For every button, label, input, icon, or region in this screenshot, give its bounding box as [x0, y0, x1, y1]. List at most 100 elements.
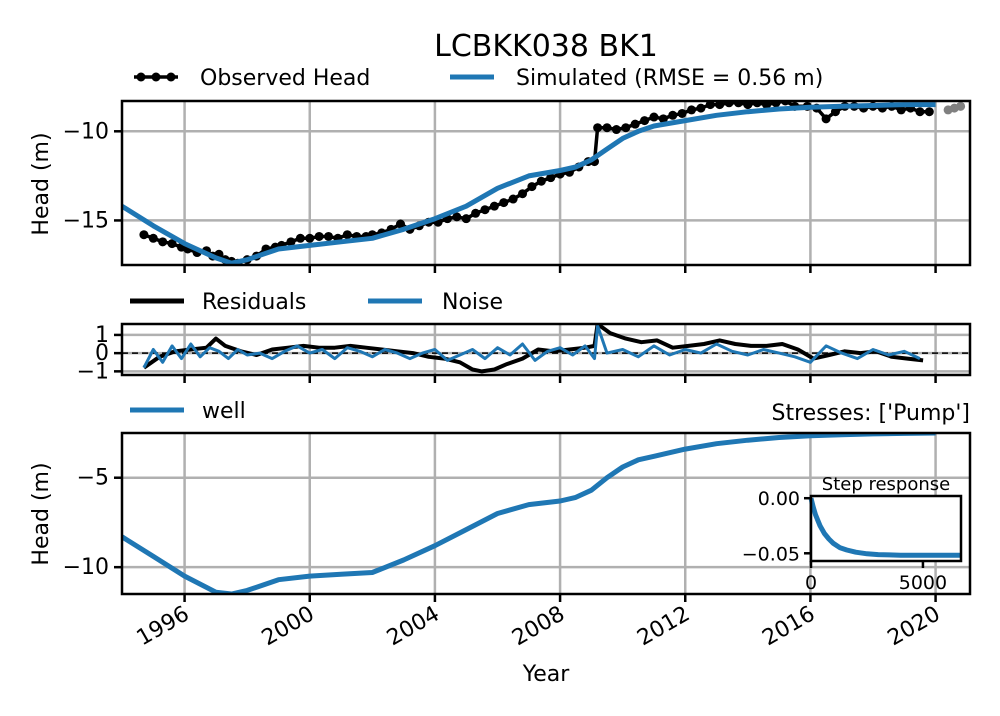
- head-legend: Observed Head Simulated (RMSE = 0.56 m): [134, 66, 823, 91]
- panel-frame: [120, 431, 972, 596]
- observed-point: [489, 201, 499, 211]
- x-axis-label: Year: [522, 662, 571, 687]
- observed-point: [658, 114, 668, 124]
- inset-y-tick-label: −0.05: [742, 543, 800, 565]
- residuals-series: [142, 324, 924, 374]
- legend-noise-label: Noise: [442, 290, 503, 315]
- observed-point: [687, 105, 697, 115]
- observed-point: [630, 119, 640, 129]
- observed-point: [508, 194, 518, 204]
- legend-residuals-label: Residuals: [202, 290, 306, 315]
- observed-point: [593, 123, 603, 133]
- observed-point: [696, 103, 706, 113]
- simulated-series: [122, 102, 936, 265]
- legend-observed-label: Observed Head: [200, 66, 370, 91]
- observed-point: [821, 114, 831, 124]
- noise-series: [142, 324, 921, 369]
- x-tick-label: 2004: [383, 602, 444, 652]
- observed-point: [295, 233, 305, 243]
- inset-background: [811, 496, 961, 561]
- contribution-legend: well: [130, 399, 246, 424]
- plot-area: [122, 433, 970, 594]
- observed-point: [668, 110, 678, 120]
- observed-point: [705, 101, 715, 110]
- y-tick-label: 1: [95, 323, 109, 348]
- observed-point: [395, 219, 405, 229]
- legend-observed-marker: [151, 72, 161, 82]
- observed-point: [546, 173, 556, 183]
- observed-point: [139, 230, 149, 240]
- y-tick-label: −1: [77, 359, 109, 384]
- y-tick-label: −15: [63, 208, 109, 233]
- observed-point: [621, 123, 631, 133]
- observed-point: [314, 231, 324, 241]
- inset-title: Step response: [822, 474, 950, 495]
- inset-y-tick-label: 0.00: [758, 488, 800, 510]
- observed-point: [771, 101, 781, 108]
- observed-point: [342, 230, 352, 240]
- observed-point: [830, 107, 840, 117]
- observed-point: [602, 123, 612, 133]
- observed-point: [167, 239, 177, 249]
- legend-observed-marker: [136, 72, 146, 82]
- observed-point: [649, 112, 659, 122]
- residuals-panel: Residuals Noise 10−1: [77, 290, 972, 384]
- y-tick-label: −10: [63, 119, 109, 144]
- inset-frame: [809, 494, 963, 563]
- y-tick-label: −10: [63, 555, 109, 580]
- plot-area: [122, 324, 970, 375]
- observed-point: [915, 107, 925, 117]
- panel-frame: [120, 322, 972, 377]
- observed-point: [536, 176, 546, 186]
- panel-frame: [120, 99, 972, 267]
- observed-point: [762, 101, 772, 110]
- observed-point: [480, 205, 490, 215]
- observed-point: [286, 237, 296, 247]
- observed-point: [752, 101, 762, 108]
- contribution-ylabel: Head (m): [29, 462, 54, 565]
- x-tick-label: 2016: [758, 602, 819, 652]
- observed-point: [924, 107, 934, 117]
- legend-simulated-label: Simulated (RMSE = 0.56 m): [516, 66, 823, 91]
- observed-point: [640, 116, 650, 126]
- plot-area: [122, 101, 970, 265]
- observed-point: [956, 101, 966, 111]
- observed-point: [896, 105, 906, 115]
- x-tick-label: 2020: [884, 602, 945, 652]
- observed-point: [611, 125, 621, 135]
- observed-point: [148, 233, 158, 243]
- observed-point: [158, 237, 168, 247]
- observed-point: [677, 108, 687, 118]
- legend-well-label: well: [202, 399, 246, 424]
- observed-point: [324, 231, 334, 241]
- observed-point: [715, 101, 725, 110]
- observed-point: [527, 182, 537, 192]
- x-tick-label: 2008: [508, 602, 569, 652]
- step-response-series: [808, 497, 961, 558]
- inset-x-tick-label: 5000: [899, 572, 947, 594]
- chart-title: LCBKK038 BK1: [434, 29, 658, 64]
- observed-point: [305, 233, 315, 243]
- y-tick-label: −5: [77, 466, 109, 491]
- observed-point: [518, 189, 528, 199]
- step-response-inset: Step response 0.00 −0.050 5000: [742, 474, 963, 594]
- observed-point: [733, 101, 743, 108]
- x-tick-label: 2000: [258, 602, 319, 652]
- x-tick-label: 2012: [633, 602, 694, 652]
- observed-point: [452, 212, 462, 222]
- stresses-label: Stresses: ['Pump']: [772, 401, 971, 426]
- legend-observed-marker: [166, 72, 176, 82]
- residuals-legend: Residuals Noise: [130, 290, 503, 315]
- head-panel: Observed Head Simulated (RMSE = 0.56 m) …: [29, 66, 972, 273]
- observed-point: [499, 198, 509, 208]
- observed-point: [743, 101, 753, 110]
- head-ylabel: Head (m): [29, 132, 54, 235]
- observed-point: [724, 101, 734, 108]
- inset-x-tick-label: 0: [805, 572, 817, 594]
- well-series: [122, 433, 936, 594]
- y-tick-label: 0: [95, 341, 109, 366]
- observed-point: [471, 208, 481, 218]
- observed-point: [461, 214, 471, 224]
- x-tick-label: 1996: [133, 602, 194, 652]
